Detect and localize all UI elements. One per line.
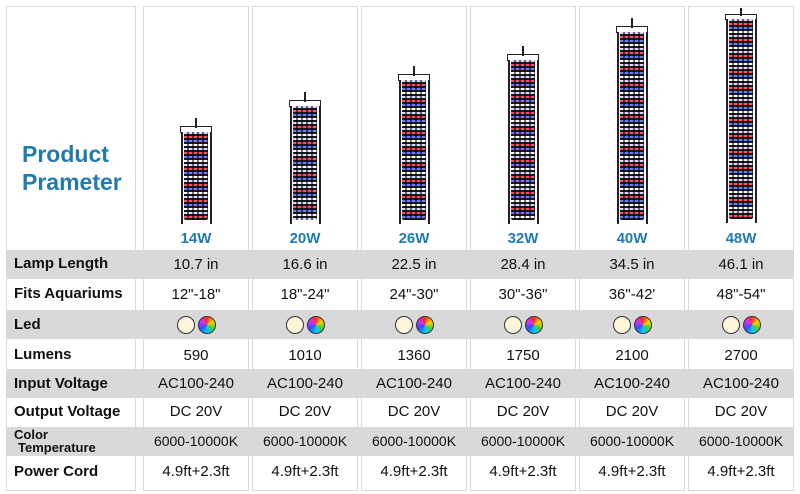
page-title: Product Prameter xyxy=(22,140,122,196)
watt-26w: 26W xyxy=(398,230,430,247)
cell-color-temp-40w: 6000-10000K xyxy=(589,433,675,449)
lamp-48w-image xyxy=(723,8,759,228)
warm-white-led-icon xyxy=(285,316,304,334)
cell-length-32w: 28.4 in xyxy=(500,256,546,273)
watt-32w: 32W xyxy=(507,230,539,247)
rgb-led-icon xyxy=(415,316,434,334)
label-input-voltage: Input Voltage xyxy=(14,375,108,392)
cell-color-temp-20w: 6000-10000K xyxy=(262,433,348,449)
cell-output-48w: DC 20V xyxy=(714,403,768,420)
cell-output-26w: DC 20V xyxy=(387,403,441,420)
rgb-led-icon xyxy=(633,316,652,334)
cell-fits-20w: 18"-24" xyxy=(280,286,330,303)
warm-white-led-icon xyxy=(394,316,413,334)
cell-fits-26w: 24"-30" xyxy=(389,286,439,303)
label-fits-aquariums: Fits Aquariums xyxy=(14,285,123,302)
cell-output-40w: DC 20V xyxy=(605,403,659,420)
warm-white-led-icon xyxy=(612,316,631,334)
label-output-voltage: Output Voltage xyxy=(14,403,121,420)
cell-cord-32w: 4.9ft+2.3ft xyxy=(489,463,557,480)
cell-output-14w: DC 20V xyxy=(169,403,223,420)
cell-color-temp-48w: 6000-10000K xyxy=(698,433,784,449)
cell-input-32w: AC100-240 xyxy=(485,375,561,392)
column-14w xyxy=(143,6,249,491)
label-power-cord: Power Cord xyxy=(14,463,99,480)
cell-length-14w: 10.7 in xyxy=(173,256,219,273)
label-color: Color xyxy=(14,427,48,442)
cell-length-20w: 16.6 in xyxy=(282,256,328,273)
row-shade-color-temp xyxy=(6,427,794,456)
row-shade-length xyxy=(6,250,794,279)
lamp-20w-image xyxy=(287,92,323,228)
lamp-32w-image xyxy=(505,46,541,228)
cell-input-20w: AC100-240 xyxy=(267,375,343,392)
led-icons-14w xyxy=(143,316,249,334)
cell-color-temp-32w: 6000-10000K xyxy=(480,433,566,449)
cell-length-40w: 34.5 in xyxy=(609,256,655,273)
label-lumens: Lumens xyxy=(14,346,72,363)
cell-fits-48w: 48"-54" xyxy=(716,286,766,303)
watt-40w: 40W xyxy=(616,230,648,247)
cell-input-26w: AC100-240 xyxy=(376,375,452,392)
label-temperature: Temperature xyxy=(18,440,96,455)
label-lamp-length: Lamp Length xyxy=(14,255,109,272)
cell-lumens-26w: 1360 xyxy=(397,347,431,364)
warm-white-led-icon xyxy=(176,316,195,334)
cell-lumens-40w: 2100 xyxy=(615,347,649,364)
cell-cord-48w: 4.9ft+2.3ft xyxy=(707,463,775,480)
cell-length-26w: 22.5 in xyxy=(391,256,437,273)
lamp-40w-image xyxy=(614,18,650,228)
title-line-1: Product xyxy=(22,141,109,167)
lamp-26w-image xyxy=(396,66,432,228)
cell-cord-26w: 4.9ft+2.3ft xyxy=(380,463,448,480)
led-icons-40w xyxy=(579,316,685,334)
cell-fits-32w: 30"-36" xyxy=(498,286,548,303)
rgb-led-icon xyxy=(524,316,543,334)
warm-white-led-icon xyxy=(503,316,522,334)
cell-input-14w: AC100-240 xyxy=(158,375,234,392)
row-shade-input xyxy=(6,369,794,398)
cell-lumens-48w: 2700 xyxy=(724,347,758,364)
warm-white-led-icon xyxy=(721,316,740,334)
cell-cord-40w: 4.9ft+2.3ft xyxy=(598,463,666,480)
title-line-2: Prameter xyxy=(22,169,122,195)
cell-input-40w: AC100-240 xyxy=(594,375,670,392)
column-20w xyxy=(252,6,358,491)
lamp-14w-image xyxy=(178,118,214,228)
cell-fits-40w: 36"-42' xyxy=(608,286,656,303)
watt-14w: 14W xyxy=(180,230,212,247)
label-column xyxy=(6,6,136,491)
watt-20w: 20W xyxy=(289,230,321,247)
cell-lumens-32w: 1750 xyxy=(506,347,540,364)
label-color-temperature: Color Temperature xyxy=(14,428,96,454)
cell-cord-14w: 4.9ft+2.3ft xyxy=(162,463,230,480)
watt-48w: 48W xyxy=(725,230,757,247)
cell-fits-14w: 12"-18" xyxy=(171,286,221,303)
label-led: Led xyxy=(14,316,41,333)
cell-input-48w: AC100-240 xyxy=(703,375,779,392)
led-icons-48w xyxy=(688,316,794,334)
cell-lumens-14w: 590 xyxy=(183,347,209,364)
cell-length-48w: 46.1 in xyxy=(718,256,764,273)
cell-output-32w: DC 20V xyxy=(496,403,550,420)
rgb-led-icon xyxy=(306,316,325,334)
cell-output-20w: DC 20V xyxy=(278,403,332,420)
cell-color-temp-14w: 6000-10000K xyxy=(153,433,239,449)
led-icons-32w xyxy=(470,316,576,334)
led-icons-26w xyxy=(361,316,467,334)
rgb-led-icon xyxy=(742,316,761,334)
cell-color-temp-26w: 6000-10000K xyxy=(371,433,457,449)
led-icons-20w xyxy=(252,316,358,334)
cell-cord-20w: 4.9ft+2.3ft xyxy=(271,463,339,480)
cell-lumens-20w: 1010 xyxy=(288,347,322,364)
rgb-led-icon xyxy=(197,316,216,334)
